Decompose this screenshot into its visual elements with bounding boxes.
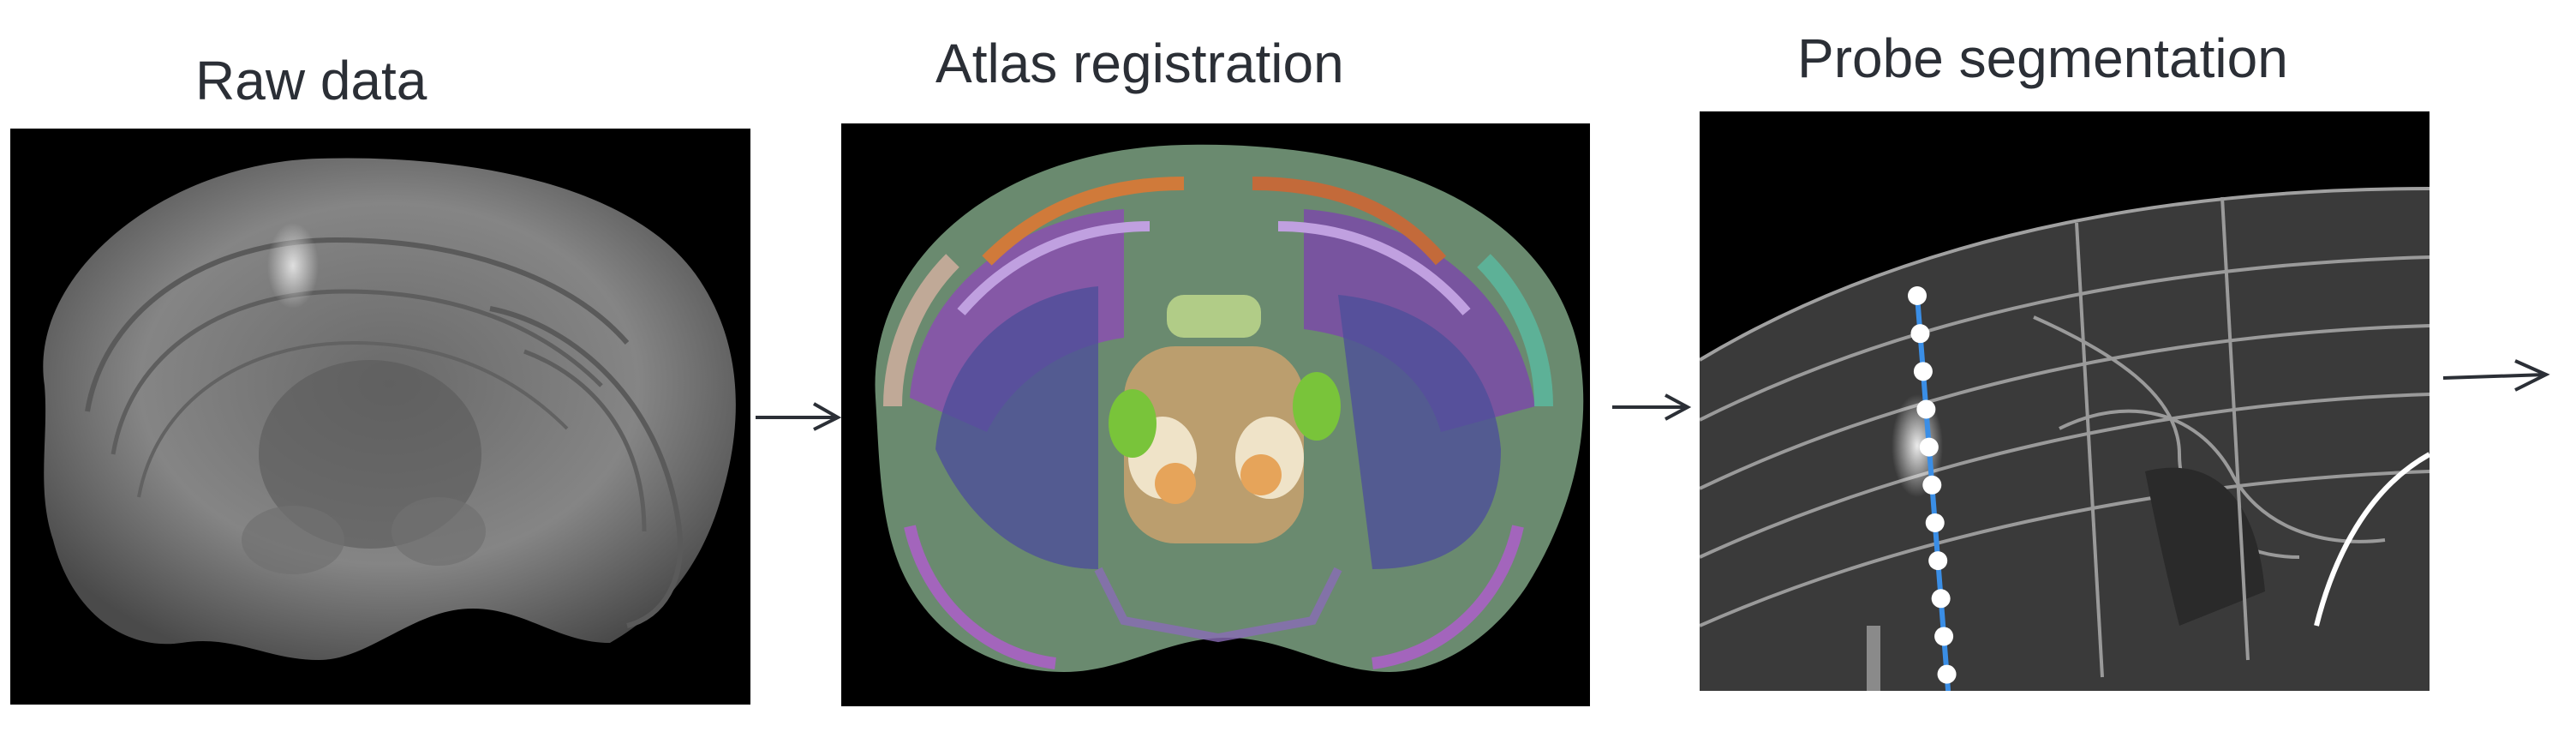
probe-point (1928, 551, 1948, 571)
raw-brain-illustration (43, 158, 736, 661)
atlas-registration-image (841, 123, 1590, 706)
atlas-overlay-illustration (875, 144, 1584, 672)
probe-point (1931, 589, 1951, 609)
probe-slice-illustration (1700, 187, 2430, 691)
right-arrow-icon (2440, 356, 2551, 397)
probe-segmentation-image (1700, 111, 2430, 691)
step-title-probe-segmentation: Probe segmentation (1797, 27, 2288, 89)
probe-point (1908, 286, 1927, 305)
probe-point (1913, 362, 1933, 381)
right-arrow-icon (1611, 390, 1693, 424)
step-title-atlas-registration: Atlas registration (935, 33, 1344, 94)
probe-point (1916, 399, 1936, 419)
probe-point (1919, 437, 1939, 457)
raw-data-image (10, 129, 750, 705)
probe-track (1908, 286, 1957, 691)
probe-point (1934, 627, 1954, 646)
probe-point (1910, 324, 1930, 344)
probe-point (1922, 475, 1942, 495)
probe-point (1925, 513, 1945, 532)
step-title-raw-data: Raw data (195, 50, 427, 111)
right-arrow-icon (754, 399, 843, 433)
probe-point (1937, 664, 1957, 684)
